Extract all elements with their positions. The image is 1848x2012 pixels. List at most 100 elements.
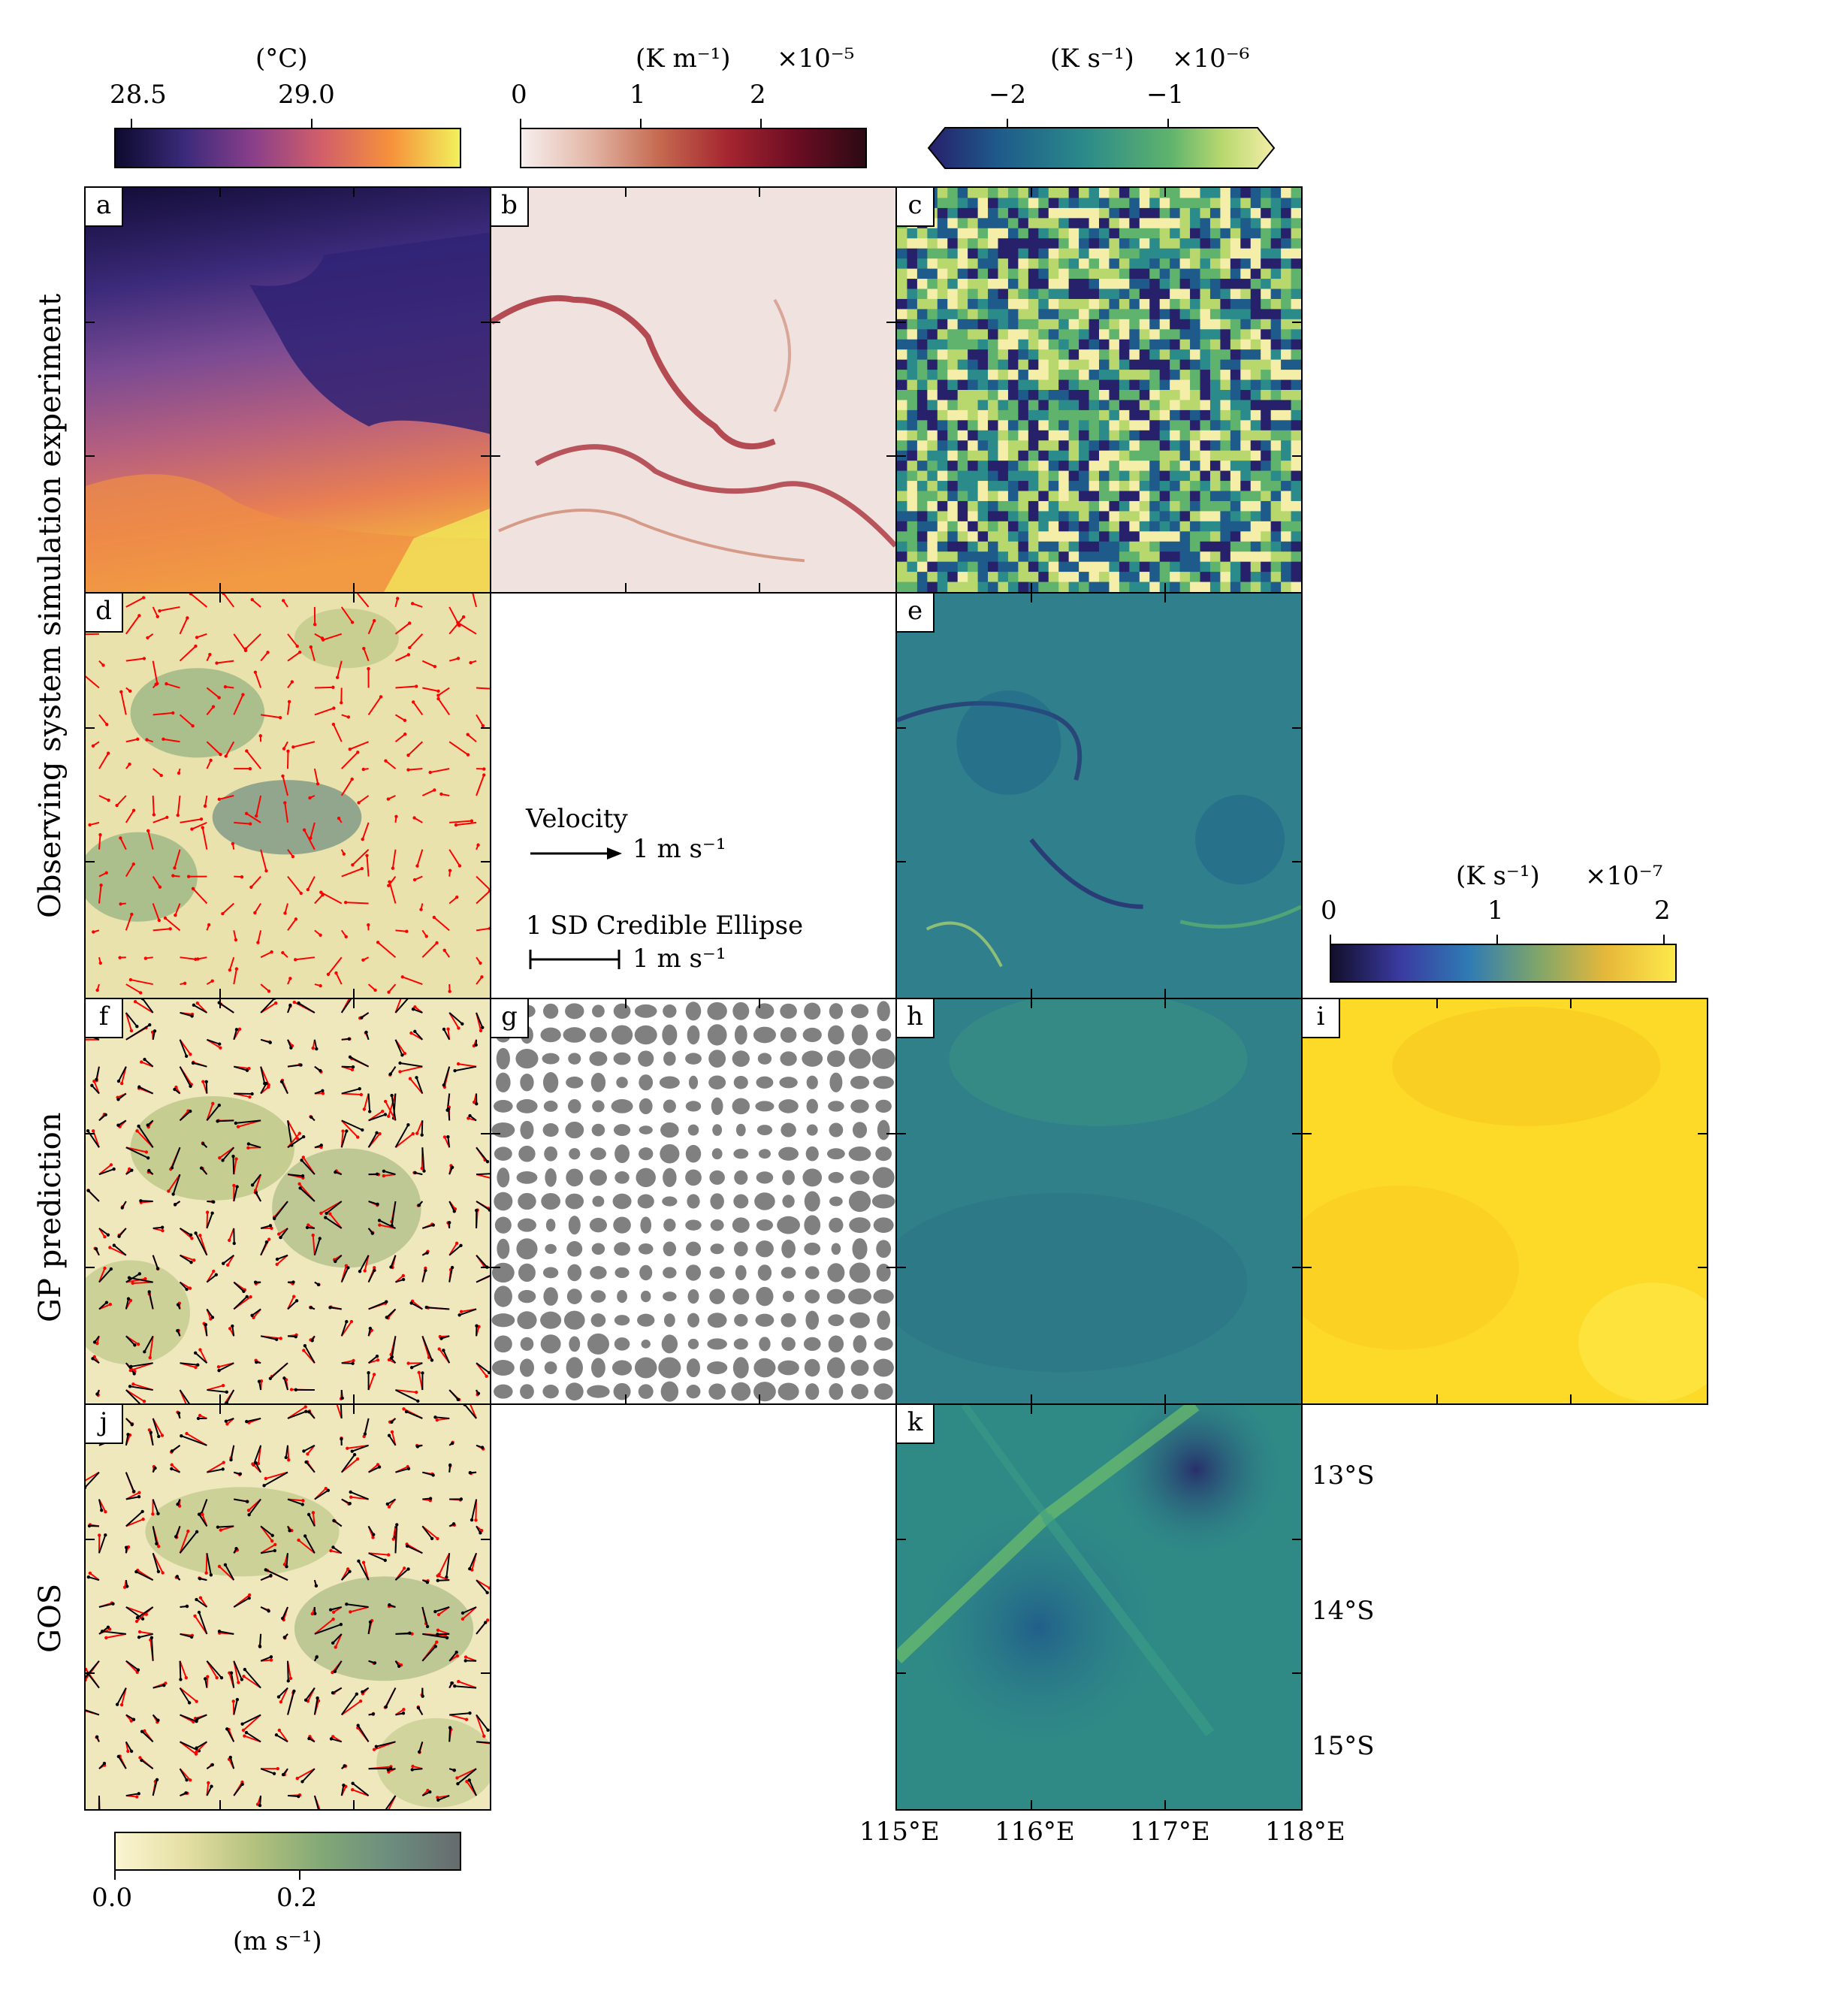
velocity-arrow: [421, 789, 435, 796]
velocity-arrow-head: [243, 1667, 247, 1672]
velocity-arrow-head: [161, 1571, 165, 1575]
velocity-arrow-head: [361, 958, 365, 962]
velocity-arrow: [86, 1709, 100, 1716]
velocity-arrow: [138, 1086, 154, 1095]
velocity-arrow: [95, 1066, 100, 1080]
velocity-arrow: [98, 1267, 106, 1282]
velocity-arrow-head: [108, 1303, 112, 1307]
velocity-arrow: [422, 1471, 433, 1476]
velocity-arrow-head: [387, 990, 391, 994]
velocity-arrow-head: [419, 908, 423, 911]
credible-ellipse: [496, 1072, 511, 1092]
velocity-arrow-head: [331, 1610, 336, 1614]
velocity-arrow-head: [411, 1007, 415, 1011]
velocity-arrow-head: [216, 1365, 221, 1369]
velocity-arrow-head: [133, 1343, 137, 1347]
velocity-arrow-head: [170, 1449, 174, 1453]
velocity-arrow-head: [104, 1113, 107, 1116]
velocity-arrow: [367, 1093, 371, 1112]
velocity-arrow-head: [216, 1525, 220, 1529]
velocity-arrow: [312, 1512, 316, 1527]
velocity-arrow: [206, 741, 222, 755]
credible-ellipse: [756, 1286, 774, 1307]
velocity-arrow: [179, 1110, 191, 1122]
velocity-arrow-head: [406, 1567, 410, 1571]
credible-ellipse: [778, 1360, 799, 1376]
velocity-arrow-head: [347, 1037, 351, 1041]
velocity-arrow-head: [245, 1419, 249, 1424]
velocity-arrow-head: [147, 1168, 151, 1173]
velocity-arrow-head: [291, 1280, 295, 1284]
velocity-arrow-head: [371, 1712, 375, 1716]
velocity-arrow-head: [351, 1065, 355, 1069]
credible-ellipse: [614, 1315, 630, 1326]
velocity-arrow-head: [218, 1156, 222, 1160]
velocity-arrow: [196, 633, 207, 639]
credible-ellipse: [781, 1267, 796, 1279]
velocity-arrow-head: [388, 880, 391, 884]
velocity-arrow: [476, 1174, 490, 1179]
uncertainty-colorbar-tick-1: 1: [1487, 896, 1504, 926]
velocity-arrow: [138, 1633, 153, 1639]
velocity-arrow-head: [168, 927, 172, 931]
velocity-arrow-head: [132, 1490, 136, 1494]
velocity-arrow-head: [195, 1750, 198, 1754]
credible-ellipse: [565, 1121, 584, 1139]
velocity-arrow-head: [288, 1676, 293, 1681]
velocity-arrow-head: [383, 1558, 387, 1562]
velocity-arrow: [335, 972, 343, 985]
velocity-arrow: [248, 1498, 261, 1515]
credible-ellipse: [614, 1242, 630, 1256]
velocity-arrow: [204, 795, 208, 807]
velocity-arrow-head: [400, 1053, 404, 1057]
velocity-arrow: [190, 594, 208, 608]
velocity-arrow-head: [433, 1645, 438, 1648]
velocity-arrow-head: [303, 1698, 308, 1702]
velocity-arrow-head: [254, 1461, 258, 1465]
velocity-arrow-head: [425, 1251, 429, 1255]
legend-velocity-scale: 1 m s⁻¹: [633, 834, 726, 864]
gradient-colorbar-multiplier: ×10⁻⁵: [777, 44, 855, 74]
velocity-arrow-head: [268, 1224, 273, 1228]
velocity-arrow-head: [284, 1455, 288, 1460]
credible-ellipse: [544, 1361, 557, 1374]
velocity-arrow-head: [189, 1778, 192, 1782]
velocity-arrow-head: [331, 1691, 335, 1695]
velocity-arrow: [314, 707, 334, 716]
credible-ellipse: [806, 1124, 818, 1136]
velocity-arrow-head: [143, 1729, 146, 1733]
gradient-colorbar: [520, 128, 867, 168]
row-label-gp: GP prediction: [33, 1112, 68, 1323]
credible-ellipse: [685, 1144, 702, 1163]
velocity-arrow-head: [129, 1029, 134, 1033]
velocity-arrow-head: [146, 1123, 149, 1127]
velocity-arrow-head: [318, 1237, 322, 1240]
velocity-arrow-head: [409, 1031, 413, 1035]
velocity-arrow-head: [436, 1574, 439, 1578]
velocity-arrow-head: [482, 773, 486, 777]
velocity-arrow: [246, 1417, 261, 1423]
velocity-arrow-head: [217, 1369, 221, 1373]
velocity-arrow-head: [249, 885, 253, 889]
velocity-arrow: [260, 1575, 271, 1582]
credible-ellipse: [805, 1289, 820, 1304]
credible-ellipse: [616, 1077, 628, 1089]
velocity-arrow-head: [307, 1410, 311, 1414]
velocity-arrow: [421, 660, 436, 668]
velocity-arrow-head: [433, 1415, 437, 1419]
velocity-arrow-head: [134, 1569, 138, 1574]
credible-ellipse: [566, 1076, 584, 1089]
velocity-arrow: [285, 1445, 288, 1458]
velocity-arrow-head: [314, 1584, 319, 1588]
velocity-arrow-head: [459, 1497, 464, 1501]
velocity-arrow: [230, 1445, 235, 1461]
velocity-arrow-head: [411, 1131, 415, 1136]
velocity-arrow: [340, 1784, 345, 1796]
credible-ellipse: [494, 1146, 512, 1161]
velocity-arrow-head: [215, 661, 219, 665]
velocity-arrow-head: [264, 1568, 267, 1572]
velocity-arrow-head: [116, 1754, 121, 1759]
velocity-arrow-head: [240, 1722, 244, 1726]
velocity-arrow-head: [457, 864, 462, 868]
velocity-arrow-head: [282, 1636, 286, 1639]
